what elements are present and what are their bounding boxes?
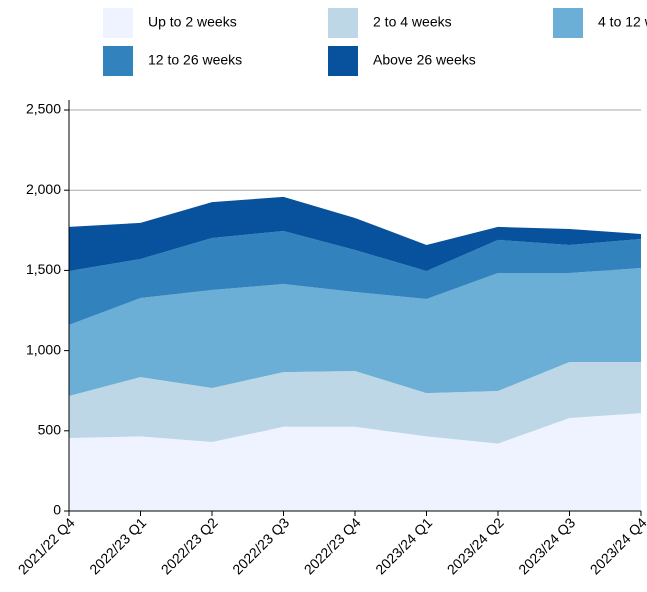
legend-label: Above 26 weeks (373, 52, 476, 68)
y-tick-label: 500 (38, 422, 62, 438)
y-tick-label: 2,000 (26, 181, 61, 197)
legend-label: 12 to 26 weeks (148, 52, 242, 68)
legend-swatch (103, 8, 133, 38)
legend-swatch (328, 8, 358, 38)
x-tick-label: 2021/22 Q4 (15, 514, 78, 577)
area (69, 267, 641, 396)
legend-label: Up to 2 weeks (148, 14, 237, 30)
x-tick-label: 2022/23 Q4 (301, 514, 364, 577)
legend-swatch (103, 46, 133, 76)
y-tick-label: 1,500 (26, 261, 61, 277)
legend-swatch (328, 46, 358, 76)
x-tick-label: 2023/24 Q3 (515, 514, 578, 577)
x-tick-label: 2023/24 Q4 (587, 514, 647, 577)
y-tick-label: 1,000 (26, 341, 61, 357)
x-tick-label: 2023/24 Q1 (372, 514, 435, 577)
x-tick-label: 2022/23 Q3 (229, 514, 292, 577)
area (69, 361, 641, 444)
area (69, 413, 641, 511)
x-tick-label: 2022/23 Q2 (158, 514, 221, 577)
y-tick-label: 0 (53, 502, 61, 518)
legend-label: 4 to 12 weeks (598, 14, 647, 30)
x-tick-label: 2022/23 Q1 (86, 514, 149, 577)
legend-label: 2 to 4 weeks (373, 14, 452, 30)
y-tick-label: 2,500 (26, 101, 61, 117)
area (69, 196, 641, 272)
x-tick-label: 2023/24 Q2 (444, 514, 507, 577)
area (69, 230, 641, 325)
legend-swatch (553, 8, 583, 38)
